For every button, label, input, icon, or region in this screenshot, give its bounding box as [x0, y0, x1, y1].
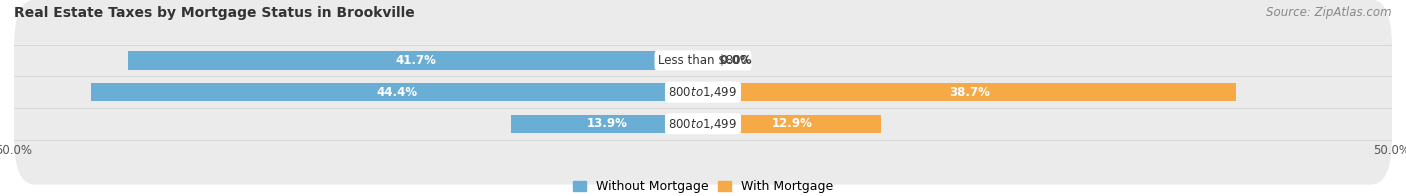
- Legend: Without Mortgage, With Mortgage: Without Mortgage, With Mortgage: [571, 178, 835, 196]
- Text: 12.9%: 12.9%: [772, 117, 813, 130]
- Bar: [703, 115, 880, 133]
- Bar: [512, 115, 703, 133]
- FancyBboxPatch shape: [14, 63, 1392, 185]
- Text: 44.4%: 44.4%: [377, 86, 418, 99]
- FancyBboxPatch shape: [14, 0, 1392, 121]
- Text: $800 to $1,499: $800 to $1,499: [668, 85, 738, 99]
- Text: 13.9%: 13.9%: [586, 117, 627, 130]
- Bar: [91, 83, 703, 101]
- Text: 38.7%: 38.7%: [949, 86, 990, 99]
- Text: 41.7%: 41.7%: [395, 54, 436, 67]
- Text: Real Estate Taxes by Mortgage Status in Brookville: Real Estate Taxes by Mortgage Status in …: [14, 6, 415, 20]
- Text: $800 to $1,499: $800 to $1,499: [668, 117, 738, 131]
- Bar: [703, 83, 1236, 101]
- Text: Less than $800: Less than $800: [658, 54, 748, 67]
- Bar: [128, 51, 703, 70]
- Text: Source: ZipAtlas.com: Source: ZipAtlas.com: [1267, 6, 1392, 19]
- Text: 0.0%: 0.0%: [720, 54, 752, 67]
- FancyBboxPatch shape: [14, 31, 1392, 153]
